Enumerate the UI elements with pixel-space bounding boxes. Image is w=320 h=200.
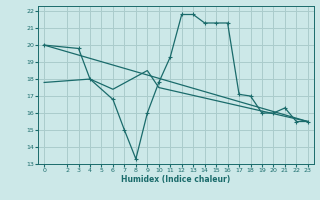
X-axis label: Humidex (Indice chaleur): Humidex (Indice chaleur) bbox=[121, 175, 231, 184]
